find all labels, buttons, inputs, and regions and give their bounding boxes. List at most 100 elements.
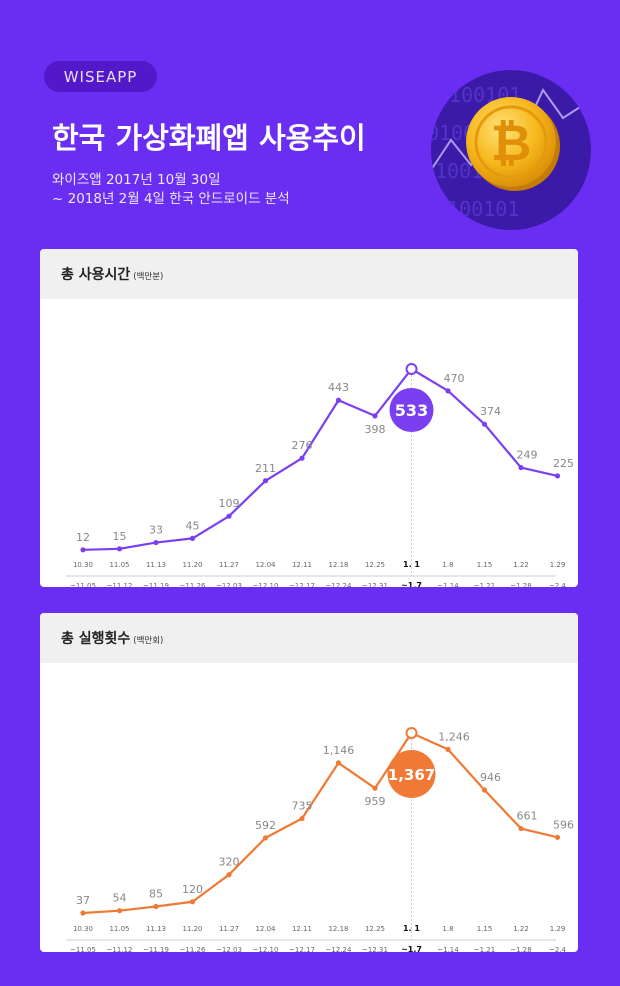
x-tick-label-bottom: ~12.24 (326, 582, 352, 587)
x-tick-label-top: 11.20 (182, 561, 202, 569)
x-tick-label-top: 1.8 (442, 925, 453, 933)
x-tick-label-bottom: ~1.14 (437, 582, 459, 587)
x-tick-label-top: 1.15 (477, 561, 493, 569)
x-tick-label-bottom: ~1.7 (401, 581, 422, 587)
subtitle-line-1: 와이즈앱 2017년 10월 30일 (52, 172, 221, 188)
data-point (372, 785, 378, 791)
x-tick-label-top: 11.27 (219, 561, 239, 569)
x-tick-label-bottom: ~11.12 (107, 582, 133, 587)
coin-digits-4: 10100101 (431, 197, 519, 221)
x-tick-label-bottom: ~12.24 (326, 946, 352, 952)
x-tick-label-top: 12.18 (328, 561, 348, 569)
usage-time-unit: (백만분) (133, 271, 164, 282)
data-point (153, 903, 159, 910)
x-tick-label-bottom: ~12.03 (216, 582, 242, 587)
data-point (481, 787, 488, 793)
data-label: 735 (292, 800, 313, 813)
usage-time-chart: 12 10.30 ~11.05 15 11.05 ~11.12 33 11.13 ~11.19 4… (66, 363, 574, 587)
data-label: 374 (480, 405, 501, 418)
x-tick-label-bottom: ~11.19 (143, 582, 169, 587)
data-label: 85 (149, 887, 163, 900)
highlight-point (405, 363, 418, 375)
x-tick-label-top: 10.30 (73, 925, 93, 933)
data-label: 398 (365, 423, 386, 436)
data-label: 225 (553, 457, 574, 470)
x-tick-label-top: 12.04 (255, 561, 276, 569)
x-tick-label-bottom: ~12.10 (253, 582, 279, 587)
run-count-unit: (백만회) (133, 635, 164, 646)
x-tick-label-top: 1.22 (513, 925, 529, 933)
x-tick-label-bottom: ~1.28 (510, 946, 531, 952)
x-tick-label-bottom: ~2.4 (549, 946, 567, 952)
data-label: 120 (182, 883, 203, 896)
x-tick-label-top: 12.25 (365, 561, 385, 569)
run-count-title: 총 실행횟수 (61, 631, 131, 647)
x-tick-label-bottom: ~11.05 (70, 946, 96, 952)
data-label: 959 (365, 795, 386, 808)
x-tick-label-top: 1.8 (442, 561, 453, 569)
brand-badge: WISEAPP (44, 61, 157, 92)
x-tick-label-bottom: ~12.10 (253, 946, 279, 952)
x-tick-label-top: 1. 1 (403, 560, 420, 569)
page-title: 한국 가상화폐앱 사용추이 (52, 121, 366, 155)
x-tick-label-bottom: ~11.05 (70, 582, 96, 587)
x-tick-label-top: 12.18 (328, 925, 348, 933)
x-tick-label-top: 1.29 (550, 561, 566, 569)
usage-time-card: 총 사용시간 (백만분) 12 10.30 ~11.05 15 11.05 ~11.12 3… (40, 249, 578, 587)
data-point (153, 539, 159, 546)
x-tick-label-top: 1.15 (477, 925, 493, 933)
data-label: 15 (113, 530, 127, 543)
svg-text:₿: ₿ (491, 114, 532, 172)
data-point (335, 397, 342, 403)
data-point (481, 421, 488, 427)
data-point (335, 760, 342, 766)
x-tick-label-top: 11.13 (146, 561, 166, 569)
usage-time-title: 총 사용시간 (61, 267, 131, 283)
highlight-point (405, 727, 418, 739)
subtitle: 와이즈앱 2017년 10월 30일 ~ 2018년 2월 4일 한국 안드로이… (52, 171, 290, 209)
data-point (554, 834, 561, 840)
x-tick-label-bottom: ~12.17 (289, 946, 315, 952)
data-point (445, 746, 451, 752)
data-point (445, 388, 451, 394)
highlight-value-label: 1,367 (388, 766, 435, 784)
x-tick-label-top: 12.11 (292, 925, 312, 933)
data-label: 592 (255, 819, 276, 832)
data-point (518, 825, 524, 832)
data-point (226, 872, 232, 878)
x-tick-label-top: 11.05 (109, 925, 129, 933)
data-label: 211 (255, 462, 276, 475)
run-count-chart: 37 10.30 ~11.05 54 11.05 ~11.12 85 11.13 ~11.19 1… (66, 727, 574, 952)
x-tick-label-bottom: ~11.26 (180, 582, 206, 587)
data-label: 109 (219, 497, 240, 510)
data-label: 320 (219, 856, 240, 869)
data-point (299, 815, 305, 822)
usage-time-card-header: 총 사용시간 (백만분) (40, 249, 578, 299)
data-point (116, 908, 123, 914)
x-tick-label-bottom: ~11.19 (143, 946, 169, 952)
x-tick-label-top: 12.04 (255, 925, 276, 933)
data-label: 1,146 (323, 744, 355, 757)
x-tick-label-bottom: ~1.21 (474, 946, 495, 952)
x-tick-label-top: 12.25 (365, 925, 385, 933)
highlight-value-label: 533 (395, 401, 428, 420)
data-point (262, 478, 269, 484)
data-label: 661 (517, 810, 538, 823)
x-tick-label-bottom: ~2.4 (549, 582, 567, 587)
x-tick-label-top: 11.13 (146, 925, 166, 933)
x-tick-label-bottom: ~12.03 (216, 946, 242, 952)
data-label: 596 (553, 818, 574, 831)
x-tick-label-top: 1.29 (550, 925, 566, 933)
data-label: 12 (76, 531, 90, 544)
data-point (554, 473, 561, 479)
x-tick-label-top: 1.22 (513, 561, 529, 569)
data-point (189, 899, 196, 905)
data-point (226, 513, 232, 519)
data-label: 249 (517, 449, 538, 462)
x-tick-label-bottom: ~12.31 (362, 582, 388, 587)
x-tick-label-top: 10.30 (73, 561, 93, 569)
x-tick-label-bottom: ~1.7 (401, 945, 422, 952)
data-label: 276 (292, 439, 313, 452)
highlight-bubble (389, 388, 434, 432)
